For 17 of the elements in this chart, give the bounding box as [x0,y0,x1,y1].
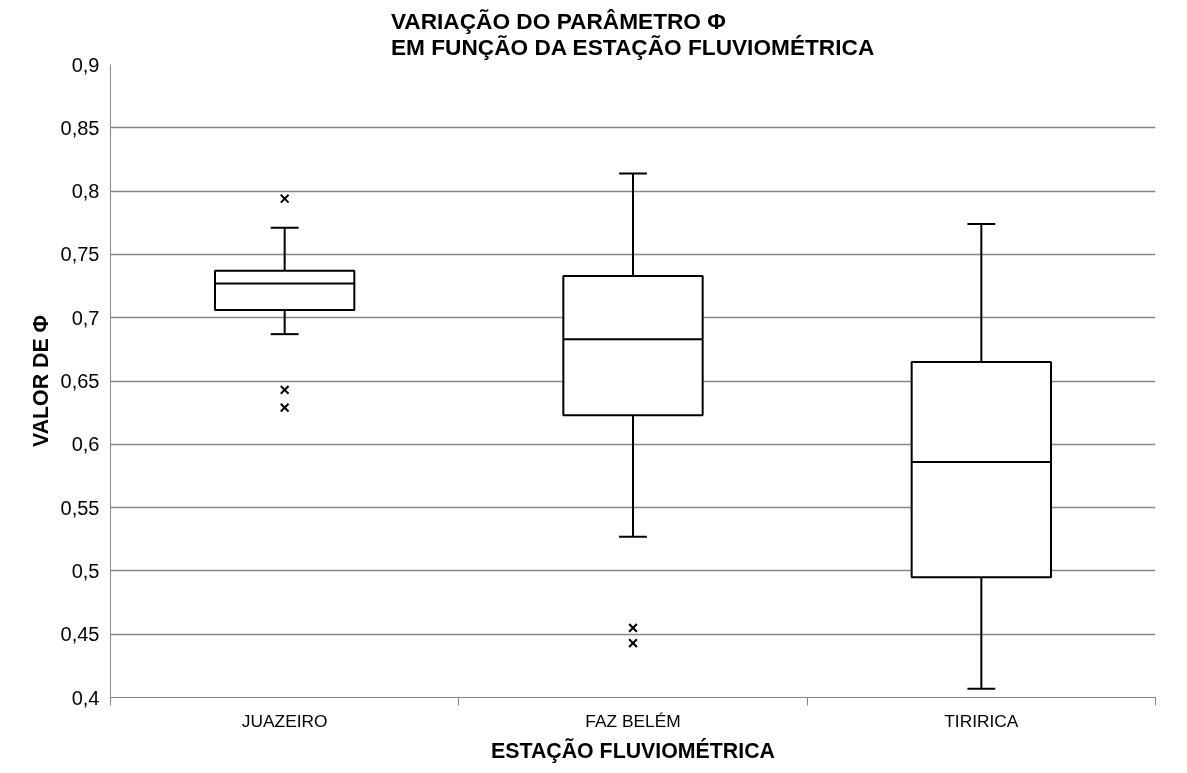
y-tick-label: 0,75 [60,243,100,266]
y-tick-label: 0,9 [71,53,100,76]
x-axis-title: ESTAÇÃO FLUVIOMÉTRICA [491,737,775,763]
y-tick-label: 0,65 [60,370,100,392]
y-axis-title: VALOR DE Φ [28,314,53,448]
x-tick-label: JUAZEIRO [241,710,328,731]
y-tick-label: 0,8 [71,180,100,203]
y-tick-label: 0,4 [71,686,100,709]
y-tick-label: 0,5 [71,559,100,582]
y-tick-label: 0,6 [71,433,100,456]
x-tick-label: FAZ BELÉM [585,710,681,731]
chart-title: VARIAÇÃO DO PARÂMETRO Φ EM FUNÇÃO DA ESTAÇÃO FLUVIOMÉTRICA [390,7,875,60]
x-tick-label: TIRIRICA [944,710,1019,731]
y-tick-label: 0,55 [60,496,100,519]
y-tick-label: 0,45 [60,623,100,646]
y-tick-label: 0,7 [71,306,100,329]
y-tick-label: 0,85 [60,116,100,139]
